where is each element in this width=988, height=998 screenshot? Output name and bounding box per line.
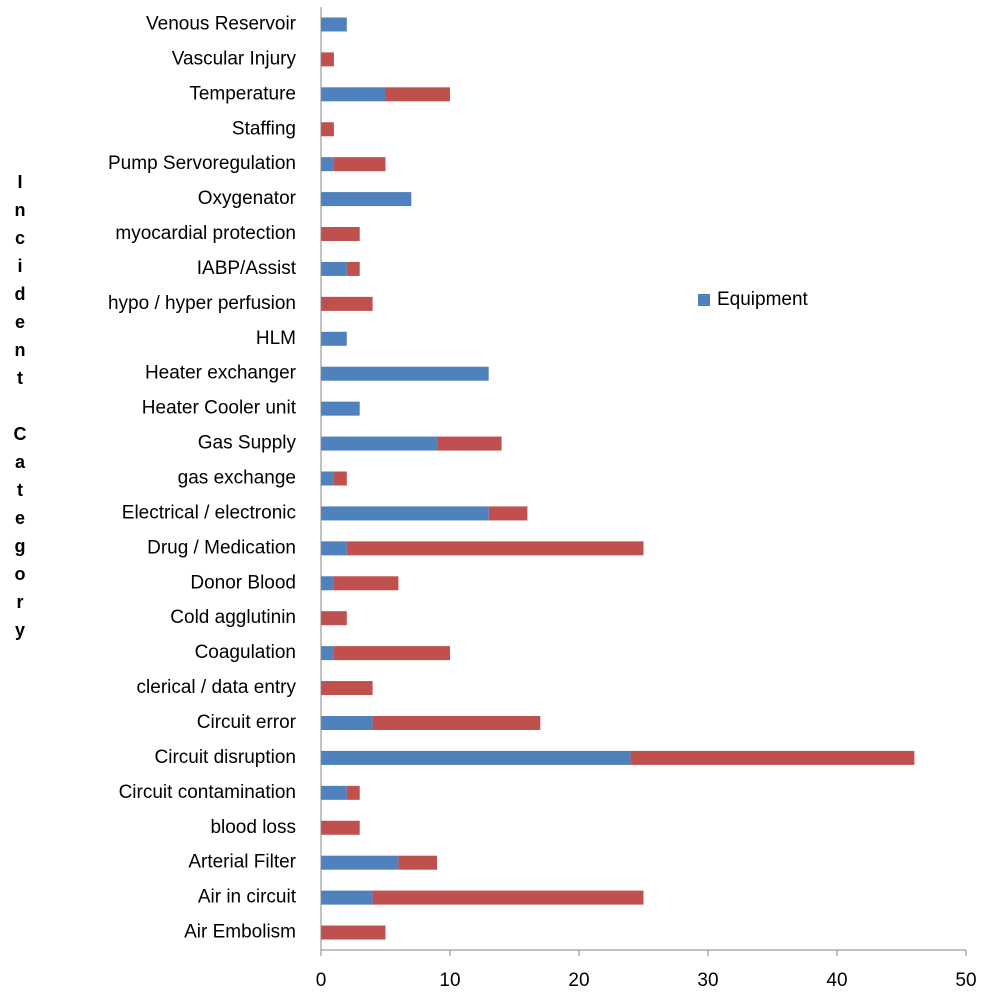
y-tick-label: Drug / Medication [147, 537, 296, 558]
bar-segment [333, 646, 450, 661]
y-tick-label: Cold agglutinin [170, 607, 296, 628]
y-tick-label: Arterial Filter [188, 852, 296, 873]
bar-segment [321, 820, 360, 835]
bar-segment [321, 122, 334, 137]
y-tick-label: Vascular Injury [172, 48, 297, 69]
x-tick-label: 0 [316, 970, 327, 991]
bar-segment [321, 87, 386, 102]
bar-segment [321, 227, 360, 242]
y-tick-label: Air in circuit [198, 887, 297, 908]
x-tick-label: 20 [568, 970, 589, 991]
bar-segment [321, 925, 386, 940]
y-tick-label: Coagulation [195, 642, 296, 663]
bar-segment [321, 890, 373, 905]
y-tick-label: Heater Cooler unit [142, 398, 297, 419]
bar-segment [321, 436, 438, 451]
y-tick-label: Venous Reservoir [146, 13, 297, 34]
bar-segment [372, 890, 644, 905]
y-axis-label: Incident Category [10, 172, 30, 648]
y-tick-label: Circuit contamination [119, 782, 296, 803]
y-tick-label: Heater exchanger [145, 363, 297, 384]
y-tick-label: Temperature [189, 83, 296, 104]
bar-segment [321, 261, 347, 276]
legend-swatch [698, 294, 710, 306]
bar-segment [630, 750, 915, 765]
bar-segment [321, 541, 347, 556]
bar-segment [488, 506, 528, 521]
bar-segment [321, 750, 631, 765]
bar-segment [321, 331, 347, 346]
bar-segment [321, 366, 489, 381]
bar-segment [346, 785, 360, 800]
y-tick-label: IABP/Assist [197, 258, 297, 279]
bar-segment [346, 541, 644, 556]
y-tick-label: gas exchange [178, 468, 296, 489]
y-tick-label: Air Embolism [184, 922, 296, 943]
bar-segment [346, 261, 360, 276]
x-tick-label: 30 [697, 970, 718, 991]
legend-label: Equipment [717, 289, 809, 310]
bar-segment [321, 52, 334, 67]
y-tick-label: Circuit error [197, 712, 297, 733]
bar-segment [321, 611, 347, 626]
bar-segment [321, 17, 347, 32]
bar-segment [333, 471, 347, 486]
bar-segment [321, 296, 373, 311]
x-tick-label: 50 [955, 970, 976, 991]
bar-segment [321, 192, 412, 207]
y-tick-label: Gas Supply [198, 433, 297, 454]
bar-segment [437, 436, 502, 451]
y-tick-label: HLM [256, 328, 296, 349]
bar-segment [321, 157, 334, 172]
bar-segment [321, 506, 489, 521]
y-tick-label: myocardial protection [115, 223, 296, 244]
x-tick-label: 10 [439, 970, 460, 991]
bar-segment [398, 855, 438, 870]
bar-segment [321, 785, 347, 800]
y-tick-label: blood loss [210, 817, 296, 838]
y-tick-label: clerical / data entry [137, 677, 297, 698]
bar-segment [333, 157, 386, 172]
bar-segment [321, 855, 399, 870]
y-tick-label: Staffing [232, 118, 296, 139]
y-tick-label: hypo / hyper perfusion [108, 293, 296, 314]
y-tick-label: Oxygenator [198, 188, 297, 209]
x-tick-label: 40 [826, 970, 847, 991]
bar-segment [321, 646, 334, 661]
y-tick-label: Electrical / electronic [122, 502, 296, 523]
bar-segment [333, 576, 399, 591]
bar-segment [372, 715, 541, 730]
y-tick-label: Pump Servoregulation [108, 153, 296, 174]
bar-segment [321, 401, 360, 416]
bar-segment [321, 681, 373, 696]
y-tick-label: Circuit disruption [155, 747, 297, 768]
bar-segment [321, 576, 334, 591]
bar-segment [385, 87, 450, 102]
y-tick-label: Donor Blood [190, 572, 296, 593]
bar-segment [321, 715, 373, 730]
bar-segment [321, 471, 334, 486]
